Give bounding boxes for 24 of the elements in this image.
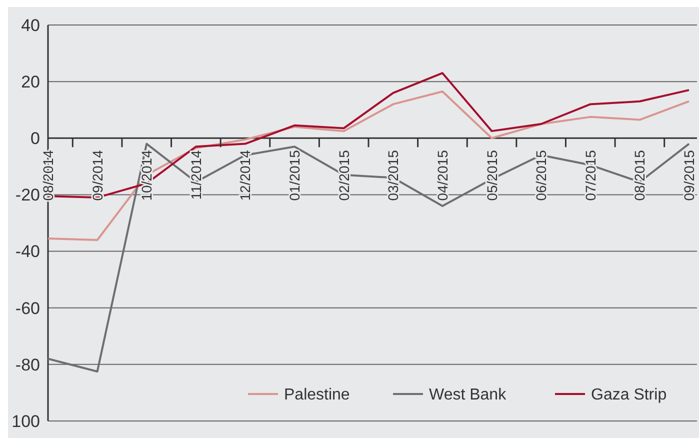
x-tick-label: 09/2015 [681, 150, 697, 201]
x-tick-label: 08/2015 [632, 150, 648, 201]
x-tick-label: 10/2014 [138, 150, 155, 201]
legend-label: Palestine [284, 386, 350, 404]
x-tick-label: 03/2015 [385, 150, 402, 201]
legend-label: West Bank [429, 386, 508, 404]
y-tick-label: 0 [30, 129, 40, 148]
y-tick-label: 40 [21, 16, 40, 35]
x-tick-label: 05/2015 [484, 150, 500, 201]
x-tick-label: 09/2014 [89, 150, 106, 201]
x-tick-label: 12/2014 [237, 150, 254, 201]
x-tick-label: 02/2015 [336, 150, 352, 201]
legend-label: Gaza Strip [591, 386, 667, 404]
x-tick-label: 11/2014 [188, 150, 204, 200]
y-tick-label: -40 [15, 242, 40, 262]
y-tick-label: -80 [15, 355, 40, 374]
x-tick-label: 07/2015 [582, 150, 598, 201]
y-tick-label: -60 [15, 298, 40, 318]
y-tick-label: 100 [12, 412, 40, 431]
x-tick-label: 01/2015 [286, 150, 303, 201]
x-tick-label: 06/2015 [533, 150, 550, 201]
y-tick-label: 20 [21, 72, 40, 92]
y-tick-label: -20 [15, 186, 40, 205]
x-tick-label: 04/2015 [434, 150, 450, 201]
